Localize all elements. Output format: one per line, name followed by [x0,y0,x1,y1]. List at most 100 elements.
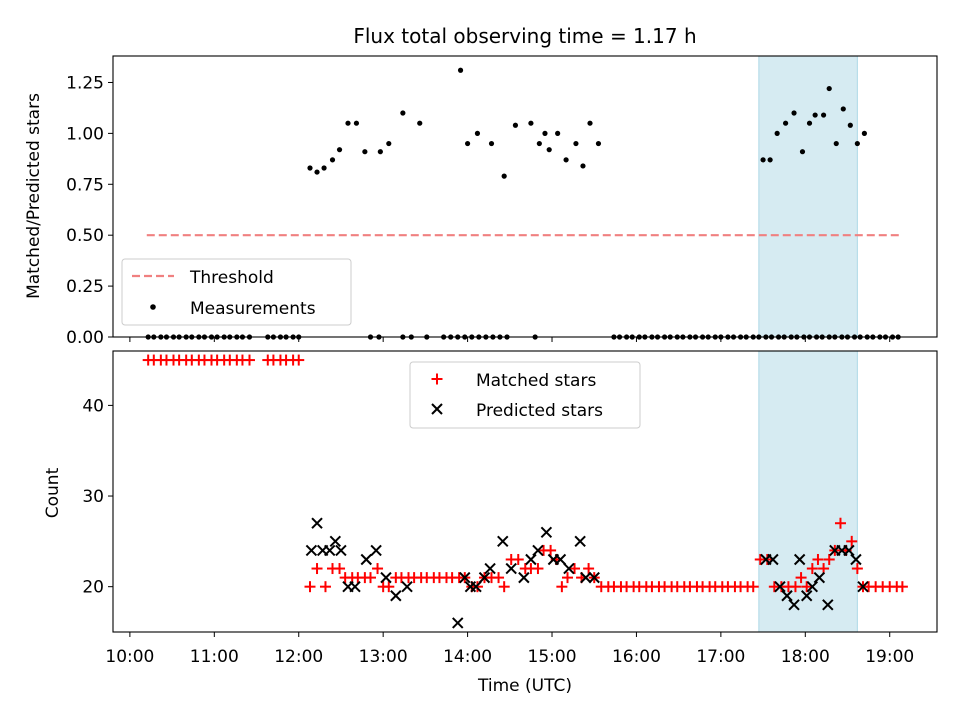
x-marker-b [554,553,567,566]
legend-predicted-swatch [431,403,443,415]
measurement-point [488,140,495,147]
measurement-point [457,67,464,73]
predicted-star-point [532,544,544,557]
measurement-point [861,130,867,136]
matched-star-point [512,553,524,565]
predicted-star-point [505,562,517,575]
bottom-legend-frame [409,361,641,429]
predicted-star-point [360,553,372,566]
chart-title: Flux total observing time = 1.17 h [353,24,696,48]
matched-star-point [243,354,255,366]
predicted-star-point [806,580,819,593]
predicted-star-point [574,535,586,548]
x-marker-b [484,562,496,575]
legend-matched-label: Matched stars [476,371,596,391]
predicted-star-point [788,599,800,611]
predicted-star-point [554,553,567,566]
x-marker-b [497,535,509,548]
x-tick-label: 18:00 [781,647,830,667]
matched-star-point [747,581,759,593]
bottom-y-tick-label: 30 [82,487,104,507]
x-marker-b [563,562,575,575]
measurement-point [774,130,780,136]
predicted-star-point [401,580,413,593]
bottom-axes [112,350,938,633]
matched-star-point [365,572,376,584]
matched-star-point [532,563,544,575]
x-marker-b [452,617,464,629]
matched-star-point [556,581,568,593]
bottom-y-axis-label: Count [43,467,63,518]
x-marker-b [857,580,869,593]
measurement-point [362,149,368,155]
x-marker-b [370,544,382,557]
legend-measurement-swatch [150,304,156,310]
measurement-point [573,140,579,147]
x-marker-b [767,553,779,566]
predicted-star-point [813,571,826,584]
measurement-point [307,165,313,171]
measurement-point [555,130,561,136]
matched-star-point [834,517,846,529]
predicted-star-point [800,590,813,602]
measurement-point [321,165,327,171]
predicted-star-point [563,562,575,575]
matched-star-point [806,563,818,575]
predicted-stars-series [305,517,869,629]
matched-star-point [319,581,331,593]
matched-star-point [561,572,573,584]
measurement-point [782,120,789,126]
measurement-point [314,169,320,175]
x-marker-b [305,544,318,557]
matched-star-point [569,563,581,575]
x-tick-label: 19:00 [865,647,914,667]
measurement-point [512,122,519,128]
predicted-star-point [305,544,318,557]
bottom-x-ticks: 10:00 11:00 12:00 13:00 14:00 15:00 16:00 17:00… [105,632,914,667]
x-marker-b [813,571,826,584]
x-tick-label: 11:00 [190,647,239,667]
matched-star-point [823,553,835,565]
measurement-point [833,140,839,147]
bottom-y-ticks: 20 30 40 [82,396,113,598]
bottom-panel: 20 30 40 10:00 11:00 12:00 13:00 14:00 15:00 16:… [43,350,938,696]
measurement-point [345,120,351,126]
bottom-y-tick-label: 20 [82,578,104,598]
predicted-star-point [478,571,491,584]
matched-star-point [498,581,510,593]
top-y-tick-label: 0.75 [66,175,104,195]
x-marker-b [349,580,361,593]
measurement-point [826,85,832,92]
x-marker-b [788,599,800,611]
measurement-point [377,149,383,155]
x-marker-b [478,571,491,584]
predicted-star-point [525,553,537,566]
legend-matched-swatch [431,373,443,385]
predicted-star-point [311,517,323,529]
x-marker-b [781,590,793,602]
top-y-ticks: 0.00 0.25 0.50 0.75 1.00 1.25 [66,73,113,348]
measurement-point [791,110,797,116]
predicted-star-point [822,599,834,611]
measurement-point [760,157,766,163]
x-marker-b [800,590,813,602]
matched-star-point [896,581,908,593]
x-marker-b [774,580,786,593]
matched-star-point [812,553,824,565]
x-marker-b [532,544,544,557]
x-marker-b [574,535,586,548]
predicted-star-point [857,580,869,593]
measurement-point [464,140,471,147]
measurement-point [501,173,507,179]
x-marker-b [822,599,834,611]
x-marker-b [431,403,443,415]
top-y-axis-label: Matched/Predicted stars [24,93,44,299]
x-marker-b [843,544,855,557]
predicted-star-point [850,553,862,566]
predicted-star-point [793,553,806,566]
matched-star-point [789,581,801,593]
x-tick-label: 16:00 [612,647,661,667]
measurement-point [767,157,773,163]
x-marker-b [311,517,323,529]
